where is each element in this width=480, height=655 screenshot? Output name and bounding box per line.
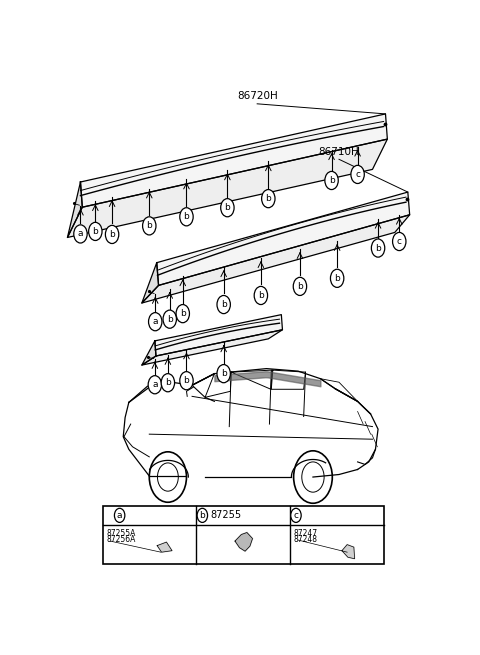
Text: b: b — [225, 203, 230, 212]
Polygon shape — [342, 544, 355, 559]
Text: b: b — [297, 282, 303, 291]
Circle shape — [293, 277, 307, 295]
Text: b: b — [200, 511, 205, 520]
Polygon shape — [81, 114, 387, 207]
Polygon shape — [67, 139, 387, 238]
Circle shape — [161, 373, 175, 392]
Text: b: b — [109, 230, 115, 239]
Text: 87256A: 87256A — [107, 535, 136, 544]
Text: b: b — [375, 244, 381, 253]
Circle shape — [106, 225, 119, 244]
Circle shape — [114, 508, 125, 523]
Text: b: b — [258, 291, 264, 300]
Text: c: c — [293, 511, 299, 520]
Polygon shape — [155, 314, 282, 356]
Circle shape — [393, 233, 406, 251]
Circle shape — [262, 189, 275, 208]
Circle shape — [180, 208, 193, 226]
Circle shape — [330, 269, 344, 288]
Text: 87255A: 87255A — [107, 529, 136, 538]
Text: b: b — [184, 212, 189, 221]
Text: b: b — [221, 300, 227, 309]
Text: c: c — [355, 170, 360, 179]
Text: 87247: 87247 — [294, 529, 318, 538]
Polygon shape — [156, 192, 410, 286]
Text: 86710H: 86710H — [319, 147, 360, 157]
Text: a: a — [152, 381, 157, 389]
Text: b: b — [146, 221, 152, 231]
Text: a: a — [117, 511, 122, 520]
Circle shape — [163, 310, 177, 328]
Circle shape — [180, 371, 193, 390]
Circle shape — [176, 305, 190, 323]
Text: b: b — [93, 227, 98, 236]
Polygon shape — [142, 341, 156, 365]
Text: a: a — [78, 229, 83, 238]
Circle shape — [148, 376, 162, 394]
Text: 87248: 87248 — [294, 535, 318, 544]
Circle shape — [74, 225, 87, 243]
Text: b: b — [184, 376, 189, 385]
Text: b: b — [221, 369, 227, 378]
Text: c: c — [397, 237, 402, 246]
Circle shape — [143, 217, 156, 235]
Polygon shape — [157, 542, 172, 552]
Circle shape — [217, 365, 230, 383]
Polygon shape — [142, 215, 410, 303]
Polygon shape — [142, 263, 158, 303]
Circle shape — [351, 165, 364, 183]
Circle shape — [372, 239, 385, 257]
Text: b: b — [180, 309, 186, 318]
Text: b: b — [165, 378, 171, 387]
Bar — [103, 506, 384, 564]
Circle shape — [148, 312, 162, 331]
Text: b: b — [329, 176, 335, 185]
Circle shape — [89, 222, 102, 240]
Text: a: a — [153, 317, 158, 326]
Text: b: b — [265, 194, 271, 203]
Text: b: b — [167, 314, 173, 324]
Text: 86720H: 86720H — [237, 91, 277, 102]
Circle shape — [221, 198, 234, 217]
Polygon shape — [67, 182, 83, 238]
Circle shape — [254, 286, 267, 305]
Polygon shape — [235, 533, 252, 551]
Circle shape — [325, 172, 338, 189]
Polygon shape — [142, 329, 282, 365]
Text: b: b — [334, 274, 340, 283]
Circle shape — [197, 508, 207, 523]
Circle shape — [217, 295, 230, 314]
Text: 87255: 87255 — [211, 510, 241, 520]
Circle shape — [291, 508, 301, 523]
